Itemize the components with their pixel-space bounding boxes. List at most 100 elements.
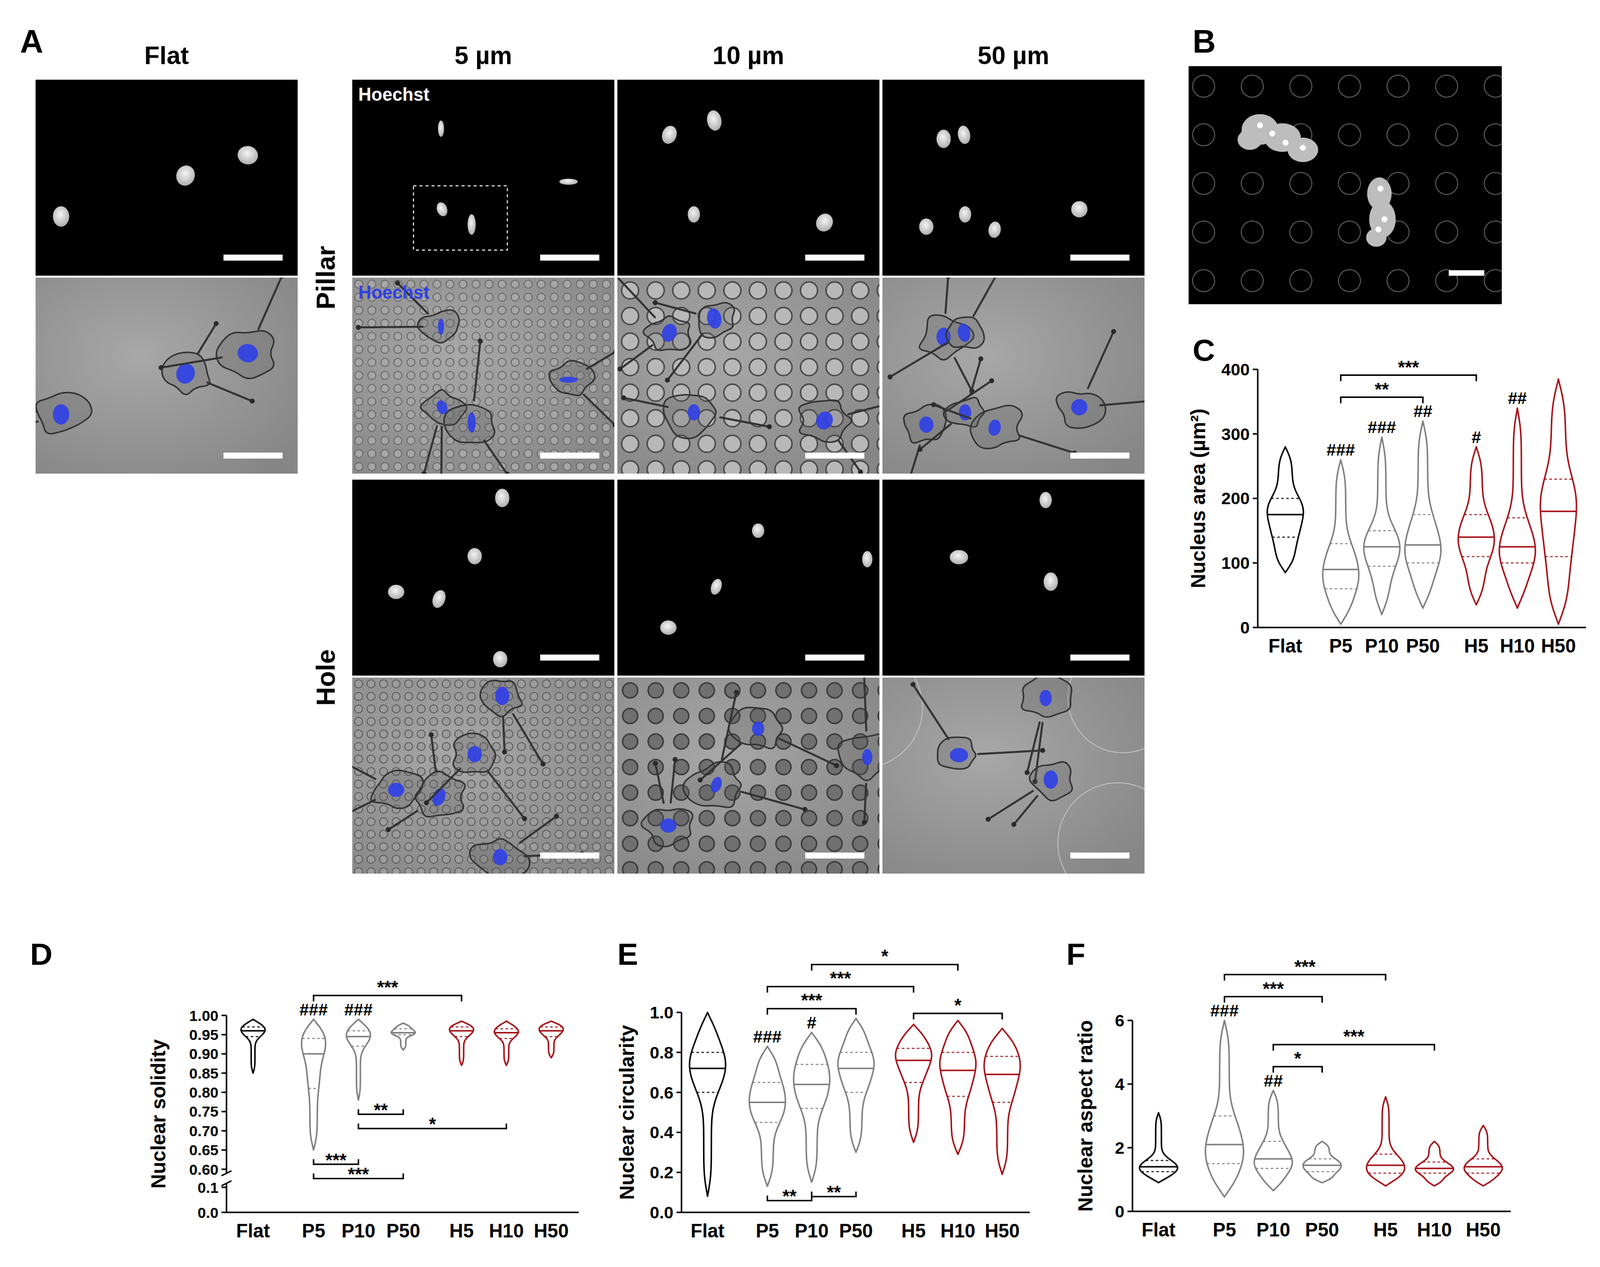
violin-chart: 0.00.10.600.650.700.750.800.850.900.951.…	[30, 936, 579, 1242]
violin	[1267, 446, 1304, 573]
cell-process-end	[279, 277, 285, 279]
violin	[689, 1012, 726, 1197]
substrate-feature	[1484, 123, 1502, 146]
substrate-feature	[555, 755, 564, 764]
substrate-feature	[472, 280, 481, 289]
substrate-feature	[498, 384, 507, 393]
image-background	[882, 277, 1145, 474]
violin	[1254, 1090, 1293, 1191]
substrate-feature	[827, 785, 843, 801]
violin	[1366, 1096, 1405, 1186]
violin-quartile	[351, 1045, 366, 1047]
substrate-feature	[511, 449, 520, 458]
substrate-feature	[379, 742, 388, 751]
hoechst-image	[352, 79, 615, 276]
scale-bar	[805, 254, 865, 261]
violin-median	[449, 1029, 474, 1032]
substrate-feature	[392, 867, 401, 874]
y-tick	[221, 1072, 227, 1074]
substrate-feature	[1338, 123, 1361, 146]
cell-process	[207, 382, 253, 401]
substrate-feature	[454, 855, 464, 864]
substrate-feature	[367, 436, 376, 445]
nucleus	[752, 523, 765, 539]
y-tick-label: 4	[1114, 1074, 1125, 1094]
violin	[1139, 1112, 1178, 1183]
substrate-feature	[485, 345, 494, 354]
violin	[749, 1046, 786, 1187]
cell-process-end	[613, 348, 615, 354]
substrate-feature	[602, 293, 611, 302]
substrate-feature	[498, 436, 507, 445]
cell-process	[654, 302, 696, 314]
substrate-feature	[592, 780, 601, 789]
violin-quartile	[544, 1035, 558, 1037]
substrate-feature	[393, 371, 402, 380]
violin	[837, 1018, 874, 1153]
nucleus	[987, 220, 1003, 239]
substrate-feature	[530, 867, 539, 874]
substrate-feature	[367, 805, 376, 814]
violin-quartile	[941, 1051, 974, 1053]
substrate-feature	[749, 435, 767, 453]
substrate-feature	[379, 830, 388, 839]
comparison-label: *	[881, 946, 889, 967]
x-tick-label: P10	[794, 1220, 829, 1242]
substrate-feature	[775, 358, 793, 376]
y-tick	[1252, 368, 1258, 371]
violin-quartile	[1464, 514, 1489, 516]
violin-quartile	[1368, 530, 1396, 532]
substrate-feature	[775, 333, 793, 351]
nucleus	[708, 577, 724, 597]
cell-process-end	[158, 364, 164, 370]
nucleus	[495, 686, 510, 706]
substrate-feature	[602, 436, 611, 445]
substrate-feature	[563, 293, 572, 302]
substrate-feature	[537, 371, 546, 380]
violin-median	[838, 1067, 874, 1069]
substrate-feature	[367, 692, 376, 701]
substrate-feature	[648, 708, 664, 724]
substrate-feature	[589, 345, 598, 354]
nucleus	[660, 620, 677, 635]
substrate-feature	[492, 767, 501, 776]
chromocenter	[1375, 226, 1382, 233]
image-background	[882, 79, 1145, 276]
violin-quartile	[1422, 1161, 1447, 1163]
violin-quartile	[540, 1026, 563, 1028]
substrate-feature	[467, 705, 476, 714]
violin-median	[1302, 1164, 1341, 1166]
cell-body	[452, 733, 496, 773]
substrate-feature	[354, 692, 363, 701]
cell-process-end	[910, 681, 916, 688]
substrate-feature	[605, 717, 614, 726]
substrate-feature	[367, 742, 376, 751]
violin-median	[895, 1059, 932, 1061]
substrate-feature	[567, 780, 576, 789]
significance-label: #	[806, 1012, 817, 1032]
substrate-feature	[602, 371, 611, 380]
substrate-feature	[417, 742, 426, 751]
substrate-feature	[511, 332, 520, 341]
substrate-feature	[354, 449, 363, 458]
merge-image	[352, 677, 615, 874]
substrate-feature	[417, 679, 426, 689]
substrate-feature	[800, 358, 818, 376]
substrate-feature	[485, 462, 494, 471]
substrate-feature	[379, 817, 388, 826]
substrate-feature	[367, 345, 376, 354]
substrate-feature	[537, 462, 546, 471]
substrate-feature	[878, 682, 880, 699]
y-tick-label: 0	[1240, 617, 1250, 637]
substrate-feature	[826, 384, 844, 402]
y-tick	[676, 1091, 682, 1093]
substrate-feature	[550, 423, 559, 432]
substrate-feature	[511, 306, 520, 315]
substrate-feature	[354, 462, 363, 471]
cell-process	[988, 790, 1033, 819]
nucleus	[956, 124, 972, 145]
substrate-feature	[498, 423, 507, 432]
substrate-feature	[419, 423, 428, 432]
substrate-feature	[392, 742, 401, 751]
x-tick-label: H5	[901, 1220, 927, 1242]
